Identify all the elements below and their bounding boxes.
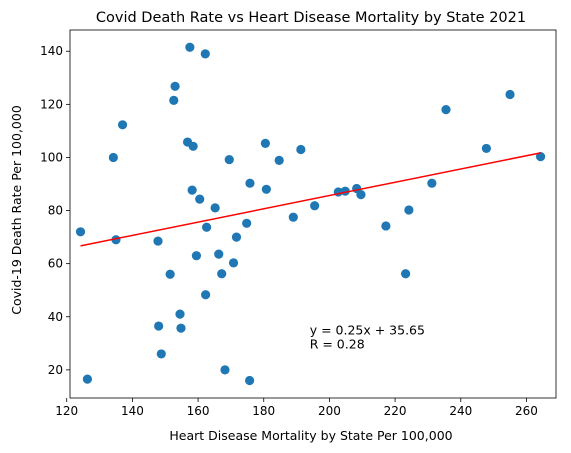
plot-area xyxy=(69,29,557,399)
data-point-3 xyxy=(108,152,118,163)
data-point-23 xyxy=(210,203,220,213)
data-point-33 xyxy=(260,138,270,148)
y-tick-label: 140 xyxy=(40,44,63,58)
data-point-11 xyxy=(170,81,180,91)
y-tick-label: 120 xyxy=(40,97,63,111)
data-point-26 xyxy=(220,365,230,375)
data-point-47 xyxy=(441,105,451,115)
x-axis-label: Heart Disease Mortality by State Per 100… xyxy=(169,428,452,443)
data-point-4 xyxy=(111,235,121,245)
regression-equation: y = 0.25x + 35.65 xyxy=(310,323,425,338)
x-tick-label: 220 xyxy=(384,404,407,418)
x-tick-label: 200 xyxy=(318,404,341,418)
data-point-5 xyxy=(117,120,128,130)
data-point-42 xyxy=(356,190,366,200)
data-point-50 xyxy=(535,152,546,162)
data-point-43 xyxy=(381,221,391,231)
data-point-25 xyxy=(217,269,227,279)
data-point-30 xyxy=(242,218,252,228)
data-point-10 xyxy=(169,95,179,105)
chart-title: Covid Death Rate vs Heart Disease Mortal… xyxy=(96,10,526,26)
data-points xyxy=(75,42,546,386)
data-point-8 xyxy=(156,349,166,359)
y-tick-label: 100 xyxy=(40,150,63,164)
data-point-19 xyxy=(195,194,205,204)
data-point-49 xyxy=(505,89,515,100)
data-point-46 xyxy=(427,178,437,188)
data-point-24 xyxy=(214,249,224,259)
data-point-16 xyxy=(187,185,197,195)
y-tick-label: 60 xyxy=(48,257,63,271)
y-axis-label: Covid-19 Death Rate Per 100,000 xyxy=(9,105,24,315)
data-point-20 xyxy=(200,49,210,59)
data-point-15 xyxy=(185,42,195,52)
data-point-32 xyxy=(245,375,255,386)
y-axis-ticks: 20 40 60 80 100 120 140 xyxy=(40,44,70,377)
data-point-34 xyxy=(261,184,271,194)
data-point-2 xyxy=(82,374,93,384)
x-tick-label: 160 xyxy=(187,404,210,418)
y-tick-label: 20 xyxy=(48,363,63,377)
data-point-31 xyxy=(245,178,255,188)
data-point-7 xyxy=(154,321,164,331)
data-point-27 xyxy=(224,154,234,165)
regression-line xyxy=(80,152,541,247)
x-tick-label: 260 xyxy=(515,404,538,418)
data-point-21 xyxy=(201,290,211,300)
data-point-18 xyxy=(191,251,202,261)
data-point-12 xyxy=(175,309,185,319)
data-point-28 xyxy=(228,258,239,268)
data-point-13 xyxy=(176,323,186,333)
data-point-17 xyxy=(188,141,198,151)
data-point-6 xyxy=(153,236,163,246)
x-tick-label: 120 xyxy=(55,404,78,418)
y-tick-label: 40 xyxy=(48,310,63,324)
data-point-37 xyxy=(296,144,306,155)
plot-frame xyxy=(69,29,557,399)
data-point-1 xyxy=(75,227,86,237)
data-point-29 xyxy=(231,232,242,242)
x-tick-label: 140 xyxy=(121,404,144,418)
x-tick-label: 240 xyxy=(449,404,472,418)
data-point-22 xyxy=(202,222,212,232)
data-point-38 xyxy=(310,201,320,211)
data-point-9 xyxy=(165,269,175,279)
correlation-coefficient: R = 0.28 xyxy=(310,337,365,352)
y-tick-label: 80 xyxy=(48,204,63,218)
data-point-36 xyxy=(288,212,298,222)
data-point-44 xyxy=(401,269,411,279)
data-point-48 xyxy=(481,143,491,154)
data-point-35 xyxy=(274,155,284,165)
data-point-45 xyxy=(404,205,414,215)
x-axis-ticks: 120 140 160 180 200 220 240 260 xyxy=(55,398,538,418)
x-tick-label: 180 xyxy=(252,404,275,418)
